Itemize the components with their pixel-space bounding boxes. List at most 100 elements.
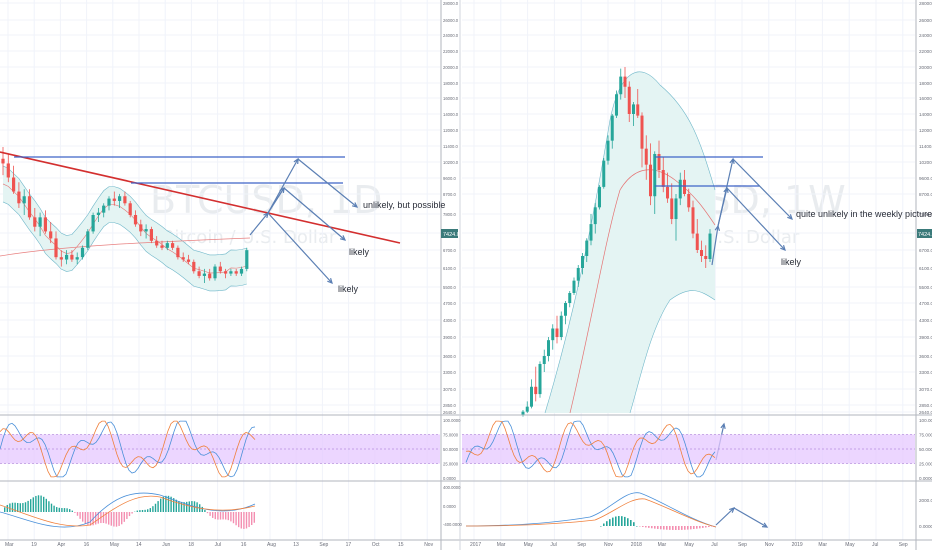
weekly-candle-body (666, 187, 669, 199)
weekly-candle-body (662, 170, 665, 187)
daily-macd-hist (215, 512, 216, 519)
daily-time-label: 18 (188, 542, 194, 548)
daily-candle-body (192, 262, 195, 271)
daily-macd-hist (207, 512, 208, 513)
daily-candle-body (171, 243, 174, 248)
daily-candle-body (187, 260, 190, 262)
weekly-stoch-label: 0.0000 (919, 476, 932, 481)
weekly-macd-hist (621, 516, 623, 526)
daily-time-label: May (110, 542, 120, 548)
daily-macd-hist (204, 510, 205, 512)
daily-macd-hist (30, 499, 31, 512)
daily-candle-body (166, 243, 169, 248)
weekly-candle-body (619, 77, 622, 95)
daily-time-label: Jun (162, 542, 170, 548)
weekly-candle-body (709, 234, 712, 259)
daily-candle-body (86, 231, 89, 247)
daily-macd-hist (230, 512, 231, 521)
daily-time-label: Sep (319, 542, 328, 548)
daily-time-label: 13 (293, 542, 299, 548)
daily-macd-hist (144, 510, 145, 512)
daily-candle-body (176, 248, 179, 257)
daily-macd-hist (147, 509, 148, 512)
daily-stoch-label: 75.0000 (443, 433, 459, 438)
daily-macd-label: 400.0000 (443, 485, 461, 490)
weekly-macd-hist (669, 526, 671, 530)
annotation-likely-daily-1: likely (349, 247, 370, 257)
daily-macd-hist (46, 499, 47, 512)
daily-macd-hist (48, 501, 49, 512)
weekly-price-label: 28000.0 (919, 1, 932, 6)
weekly-price-label: 3070.0 (919, 387, 932, 392)
daily-candle-body (97, 213, 100, 215)
daily-candle-body (118, 196, 121, 201)
daily-candle-body (12, 178, 15, 192)
weekly-price-label: 10200.0 (919, 160, 932, 165)
weekly-macd-hist (690, 526, 692, 529)
weekly-time-label: May (684, 542, 694, 548)
weekly-candle-body (696, 234, 699, 250)
daily-macd-hist (137, 511, 138, 512)
daily-time-label: Apr (57, 542, 65, 548)
daily-price-label: 3300.0 (443, 370, 456, 375)
daily-time-label: 15 (398, 542, 404, 548)
weekly-candle-body (683, 180, 686, 194)
weekly-macd-hist (675, 526, 677, 530)
weekly-candle-body (675, 198, 678, 219)
weekly-candle-body (585, 241, 588, 256)
daily-macd-hist (222, 512, 223, 519)
daily-stoch-label: 0.0000 (443, 476, 456, 481)
weekly-macd-hist (600, 526, 602, 527)
daily-macd-hist (202, 507, 203, 512)
daily-macd-hist (20, 503, 21, 512)
daily-macd-hist (150, 508, 151, 512)
daily-candle-body (60, 257, 63, 259)
daily-macd-hist (246, 512, 247, 528)
daily-macd-hist (79, 512, 80, 519)
daily-stoch-label: 25.0000 (443, 462, 459, 467)
daily-price-label: 4700.0 (443, 301, 456, 306)
daily-price-label: 12000.0 (443, 128, 459, 133)
weekly-candle-body (649, 165, 652, 197)
daily-macd-hist (74, 512, 75, 513)
annotation-likely-weekly: likely (781, 257, 802, 267)
weekly-candle-body (534, 387, 537, 394)
weekly-macd-hist (654, 526, 656, 529)
daily-candle-body (208, 274, 211, 279)
weekly-price-label: 2640.0 (919, 410, 932, 415)
daily-macd-hist (139, 510, 140, 512)
daily-time-label: Oct (372, 542, 380, 548)
daily-macd-hist (209, 512, 210, 516)
daily-macd-hist (116, 512, 117, 527)
daily-candle-body (44, 217, 47, 231)
weekly-price-label: 9600.0 (919, 176, 932, 181)
daily-candle-body (213, 267, 216, 279)
daily-price-label: 3900.0 (443, 335, 456, 340)
daily-macd-hist (254, 512, 255, 523)
weekly-candle-body (573, 281, 576, 293)
weekly-stoch-label: 25.0000 (919, 462, 932, 467)
weekly-candle-body (598, 187, 601, 207)
daily-price-label: 5500.0 (443, 285, 456, 290)
weekly-candle-body (615, 94, 618, 115)
daily-price-label: 10200.0 (443, 160, 459, 165)
daily-macd-hist (12, 503, 13, 512)
weekly-macd-hist (648, 526, 650, 528)
daily-time-label: Aug (267, 542, 276, 548)
daily-candle-body (1, 159, 4, 164)
daily-time-label: 16 (241, 542, 247, 548)
weekly-candle-body (539, 364, 542, 394)
weekly-macd-hist (663, 526, 665, 530)
weekly-candle-body (543, 356, 546, 364)
daily-candle-body (245, 250, 248, 269)
daily-macd-hist (248, 512, 249, 527)
daily-macd-hist (251, 512, 252, 525)
weekly-price-label: 20000.0 (919, 65, 932, 70)
daily-macd-hist (82, 512, 83, 522)
weekly-price-label: 2850.0 (919, 403, 932, 408)
daily-price-label: 18000.0 (443, 81, 459, 86)
daily-candle-body (129, 203, 132, 215)
daily-macd-hist (142, 510, 143, 512)
